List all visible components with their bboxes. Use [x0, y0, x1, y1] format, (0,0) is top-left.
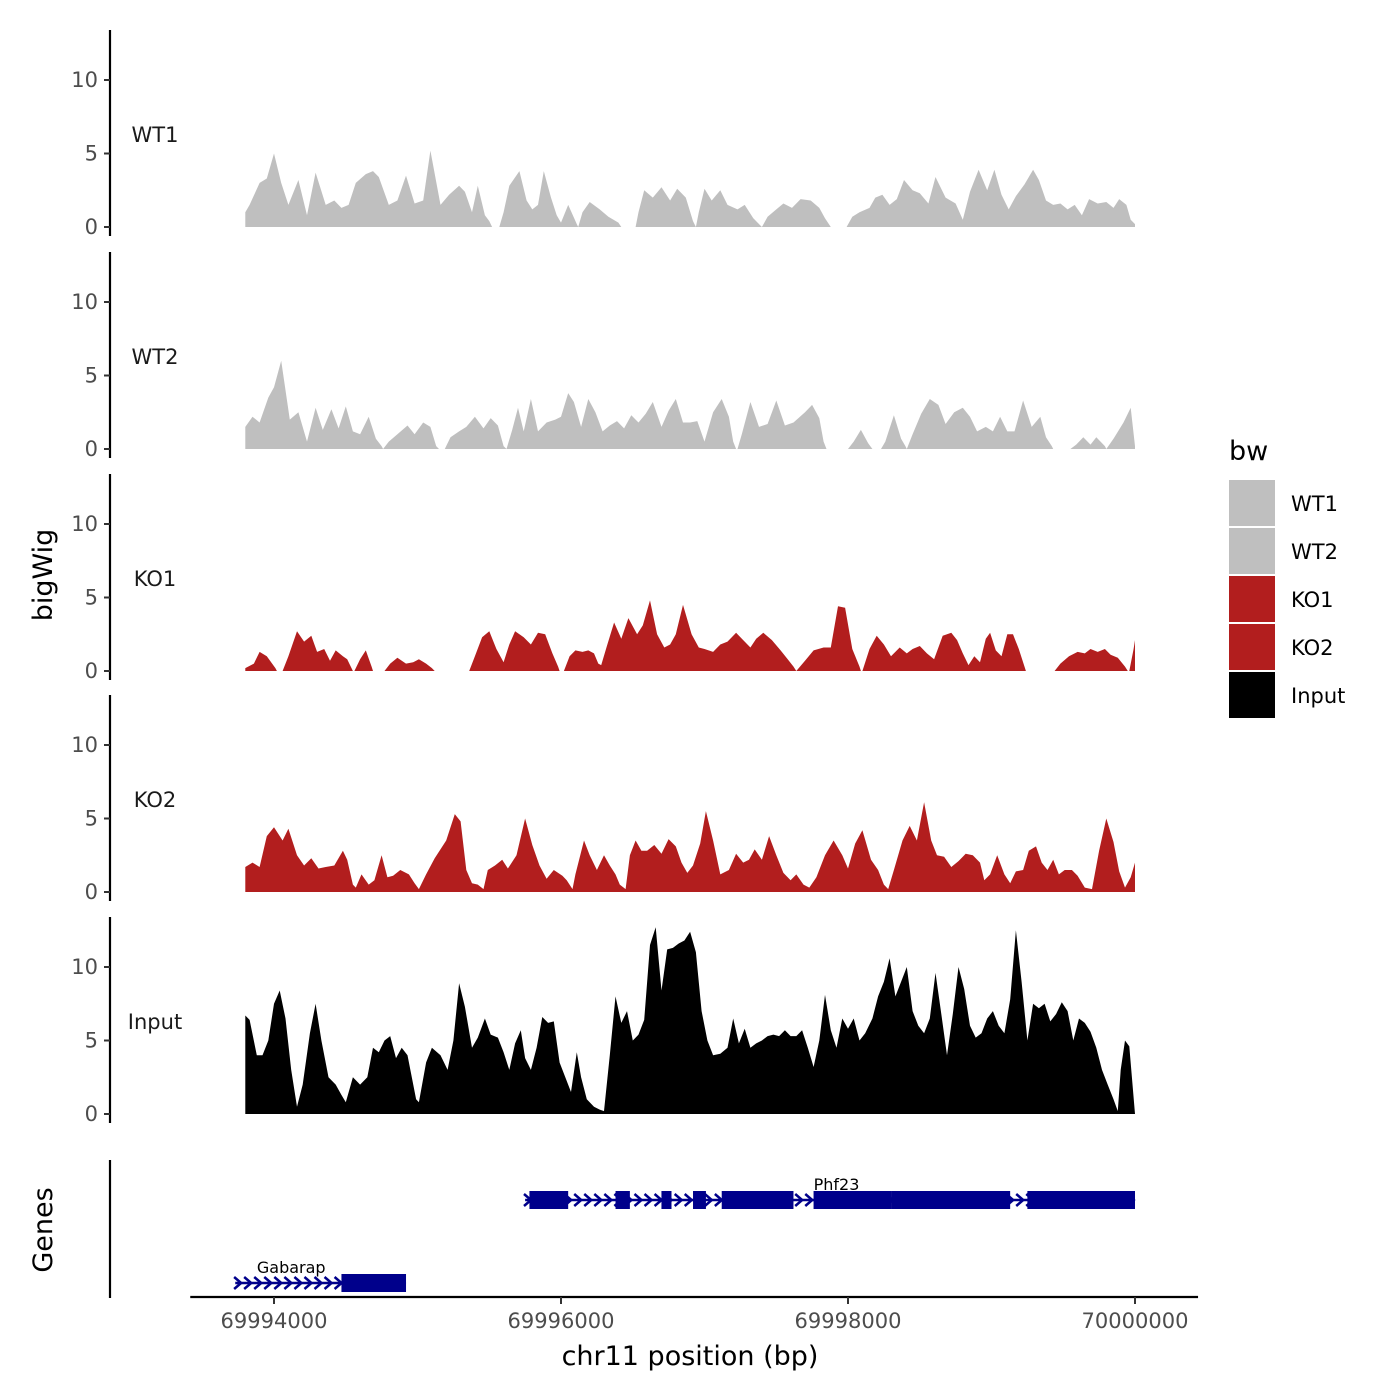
y-tick-label: 0	[85, 215, 98, 239]
exon	[529, 1191, 569, 1209]
panel-wt1: 0 5 10 WT1	[71, 30, 1136, 239]
exon	[341, 1274, 407, 1292]
gene-phf23: Phf23	[523, 1175, 1136, 1209]
strand-arrow	[243, 1276, 254, 1290]
strand-arrow	[573, 1193, 584, 1207]
area-wt2	[245, 360, 1136, 449]
area-ko1	[245, 600, 1136, 671]
facet-label-ko2: KO2	[134, 788, 177, 812]
strand-arrow	[593, 1193, 604, 1207]
y-tick-label: 0	[85, 659, 98, 683]
strand-arrow	[233, 1276, 244, 1290]
x-tick-label: 70000000	[1082, 1309, 1189, 1333]
exon	[615, 1191, 630, 1209]
signal-panels: 0 5 10 WT1 0 5 10 WT2 0 5 10 KO1 0 5 10 KO2 0 5 10 Input	[71, 30, 1136, 1126]
strand-arrow	[603, 1193, 614, 1207]
legend-label-ko1: KO1	[1291, 588, 1334, 612]
y-tick-label: 5	[85, 364, 98, 388]
y-tick-label: 10	[71, 68, 98, 92]
strand-arrow	[283, 1276, 294, 1290]
panel-ko1: 0 5 10 KO1	[71, 474, 1136, 683]
strand-arrow	[583, 1193, 594, 1207]
facet-label-ko1: KO1	[134, 567, 177, 591]
legend: bw WT1 WT2 KO1 KO2 Input	[1229, 436, 1345, 718]
x-tick-label: 69998000	[795, 1309, 902, 1333]
exon	[721, 1191, 794, 1209]
exon	[891, 1191, 1011, 1209]
panel-ko2: 0 5 10 KO2	[71, 695, 1136, 904]
y-tick-label: 0	[85, 880, 98, 904]
area-wt1	[245, 150, 1136, 227]
legend-label-input: Input	[1291, 684, 1345, 708]
facet-label-wt1: WT1	[132, 123, 179, 147]
y-tick-label: 0	[85, 437, 98, 461]
gene-label: Phf23	[814, 1175, 860, 1194]
legend-key-input	[1229, 672, 1275, 718]
gene-gabarap: Gabarap	[233, 1258, 407, 1292]
x-tick-label: 69994000	[221, 1309, 328, 1333]
facet-label-input: Input	[128, 1010, 182, 1034]
genes-axis-title: Genes	[28, 1187, 59, 1272]
y-tick-label: 10	[71, 290, 98, 314]
strand-arrow	[273, 1276, 284, 1290]
exon	[661, 1191, 672, 1209]
strand-arrow	[253, 1276, 264, 1290]
legend-key-ko2	[1229, 624, 1275, 670]
strand-arrow	[313, 1276, 324, 1290]
strand-arrow	[683, 1193, 694, 1207]
strand-arrow	[804, 1193, 815, 1207]
exon	[693, 1191, 706, 1209]
gene-panel: Phf23 Gabarap	[108, 1160, 1136, 1298]
legend-label-wt1: WT1	[1291, 492, 1338, 516]
legend-key-ko1	[1229, 576, 1275, 622]
legend-label-ko2: KO2	[1291, 636, 1334, 660]
strand-arrow	[703, 1193, 714, 1207]
y-tick-label: 0	[85, 1102, 98, 1126]
legend-key-wt2	[1229, 528, 1275, 574]
strand-arrow	[633, 1193, 644, 1207]
y-axis-title: bigWig	[28, 529, 59, 622]
y-tick-label: 5	[85, 1029, 98, 1053]
legend-label-wt2: WT2	[1291, 540, 1338, 564]
x-axis: 69994000 69996000 69998000 70000000	[190, 1295, 1199, 1333]
facet-label-wt2: WT2	[132, 345, 179, 369]
strand-arrow	[293, 1276, 304, 1290]
strand-arrow	[263, 1276, 274, 1290]
x-axis-title: chr11 position (bp)	[562, 1341, 819, 1372]
strand-arrow	[673, 1193, 684, 1207]
gene-label: Gabarap	[257, 1258, 326, 1277]
strand-arrow	[1015, 1193, 1026, 1207]
strand-arrow	[643, 1193, 654, 1207]
legend-key-wt1	[1229, 480, 1275, 526]
strand-arrow	[323, 1276, 334, 1290]
strand-arrow	[794, 1193, 805, 1207]
area-input	[245, 927, 1136, 1114]
y-tick-label: 10	[71, 955, 98, 979]
panel-wt2: 0 5 10 WT2	[71, 252, 1136, 461]
area-ko2	[245, 802, 1136, 892]
exon	[813, 1191, 892, 1209]
y-tick-label: 5	[85, 142, 98, 166]
legend-title: bw	[1229, 436, 1268, 467]
x-tick-label: 69996000	[508, 1309, 615, 1333]
strand-arrow	[303, 1276, 314, 1290]
panel-input: 0 5 10 Input	[71, 917, 1136, 1126]
y-tick-label: 10	[71, 733, 98, 757]
y-tick-label: 5	[85, 586, 98, 610]
y-tick-label: 10	[71, 512, 98, 536]
y-tick-label: 5	[85, 807, 98, 831]
exon	[1027, 1191, 1135, 1209]
